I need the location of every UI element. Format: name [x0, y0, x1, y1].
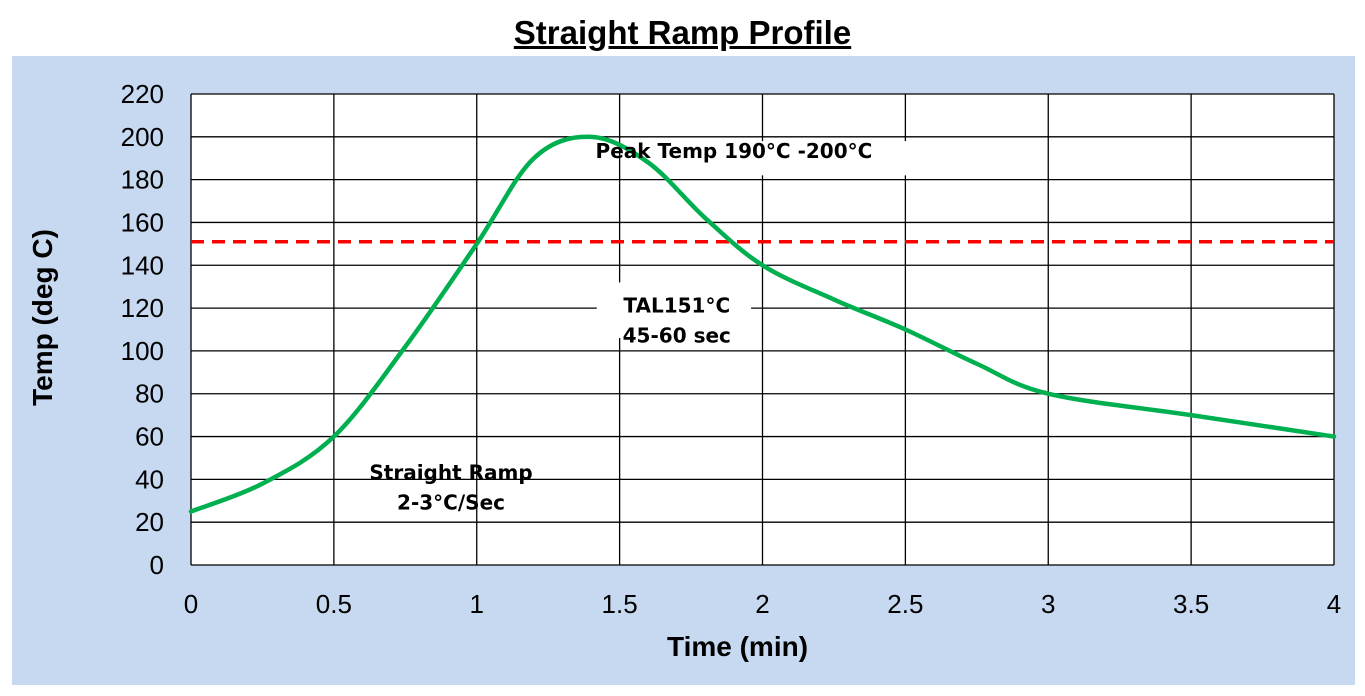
grid-lines	[190, 93, 1335, 566]
x-tick-label: 0	[184, 589, 198, 619]
y-tick-label: 60	[135, 422, 164, 452]
y-tick-label: 200	[121, 122, 164, 152]
annotation-text: TAL151°C	[623, 293, 730, 317]
x-tick-label: 4	[1327, 589, 1341, 619]
annotation-backgrounds	[596, 141, 1037, 339]
annotation-text: 45-60 sec	[623, 323, 731, 347]
y-tick-label: 220	[121, 79, 164, 109]
tick-labels: 0 20 40 60 80 100 120 140 160 180 200 220 0 0.5 1 1.5 2 2…	[121, 79, 1342, 619]
annotation-text: Peak Temp 190°C -200°C	[596, 139, 873, 163]
annotation-box	[596, 282, 752, 339]
y-tick-label: 180	[121, 165, 164, 195]
x-tick-label: 3.5	[1173, 589, 1209, 619]
chart-title: Straight Ramp Profile	[513, 14, 852, 51]
y-tick-label: 100	[121, 336, 164, 366]
x-axis-label: Time (min)	[667, 631, 808, 662]
y-tick-label: 160	[121, 207, 164, 237]
x-tick-label: 1.5	[602, 589, 638, 619]
y-tick-label: 120	[121, 293, 164, 323]
y-tick-label: 80	[135, 379, 164, 409]
x-tick-label: 2	[755, 589, 769, 619]
y-tick-label: 40	[135, 464, 164, 494]
x-tick-label: 2.5	[887, 589, 923, 619]
y-tick-label: 20	[135, 507, 164, 537]
annotations: Peak Temp 190°C -200°C TAL151°C 45-60 sec S…	[369, 139, 872, 514]
y-axis-label: Temp (deg C)	[27, 229, 58, 406]
y-tick-label: 0	[150, 550, 164, 580]
x-tick-label: 3	[1041, 589, 1055, 619]
annotation-text: Straight Ramp	[369, 460, 532, 484]
y-tick-label: 140	[121, 250, 164, 280]
series-lines	[188, 134, 1337, 514]
x-tick-label: 1	[470, 589, 484, 619]
annotation-box	[708, 141, 1037, 176]
x-tick-label: 0.5	[316, 589, 352, 619]
annotation-text: 2-3°C/Sec	[397, 490, 505, 514]
temperature-curve	[188, 134, 1337, 514]
